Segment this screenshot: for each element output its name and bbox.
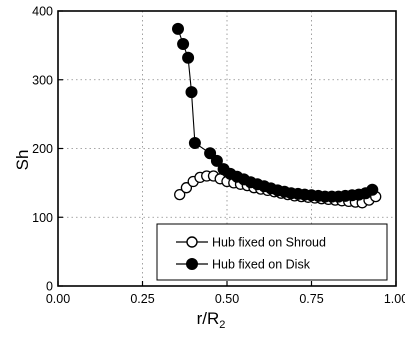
legend-box	[156, 223, 388, 281]
data-point-open	[180, 182, 193, 194]
legend: Hub fixed on Shroud Hub fixed on Disk	[156, 223, 388, 281]
data-point-filled	[366, 183, 379, 196]
x-tick-label: 0.50	[215, 292, 239, 306]
axis-tick-labels: 0.00 0.25 0.50 0.75 1.00 0 100 200 300 400	[32, 5, 405, 307]
legend-marker-open-circle	[186, 236, 198, 248]
data-point-filled	[182, 51, 195, 64]
data-point-filled	[210, 154, 223, 167]
x-tick-label: 0.25	[130, 292, 154, 306]
x-tick-label: 0.00	[46, 292, 70, 306]
x-axis-title-main: r/R	[197, 309, 220, 328]
legend-label-disk: Hub fixed on Disk	[212, 258, 311, 272]
legend-entry-shroud: Hub fixed on Shroud	[176, 236, 326, 250]
data-point-open	[174, 188, 186, 201]
series-hub-fixed-on-disk	[172, 22, 379, 203]
data-point-filled	[204, 147, 217, 160]
series-layer	[172, 22, 382, 209]
axis-ticks	[57, 10, 397, 287]
y-axis-title: Sh	[13, 150, 32, 171]
data-point-filled	[185, 86, 198, 99]
legend-entry-disk: Hub fixed on Disk	[176, 258, 311, 272]
y-tick-label: 100	[32, 211, 53, 225]
legend-label-shroud: Hub fixed on Shroud	[212, 236, 326, 250]
data-point-filled	[172, 22, 184, 35]
x-axis-title-subscript: 2	[219, 319, 225, 331]
x-axis-title: r/R2	[197, 309, 226, 331]
y-tick-label: 400	[32, 5, 53, 19]
data-point-filled	[188, 137, 201, 149]
legend-marker-filled-circle	[186, 258, 198, 270]
gridlines	[58, 11, 396, 286]
data-point-filled	[177, 38, 190, 50]
y-tick-label: 200	[32, 142, 53, 156]
y-tick-label: 0	[46, 280, 53, 294]
x-tick-label: 1.00	[384, 292, 405, 306]
y-tick-label: 300	[32, 73, 53, 87]
x-tick-label: 0.75	[299, 292, 323, 306]
